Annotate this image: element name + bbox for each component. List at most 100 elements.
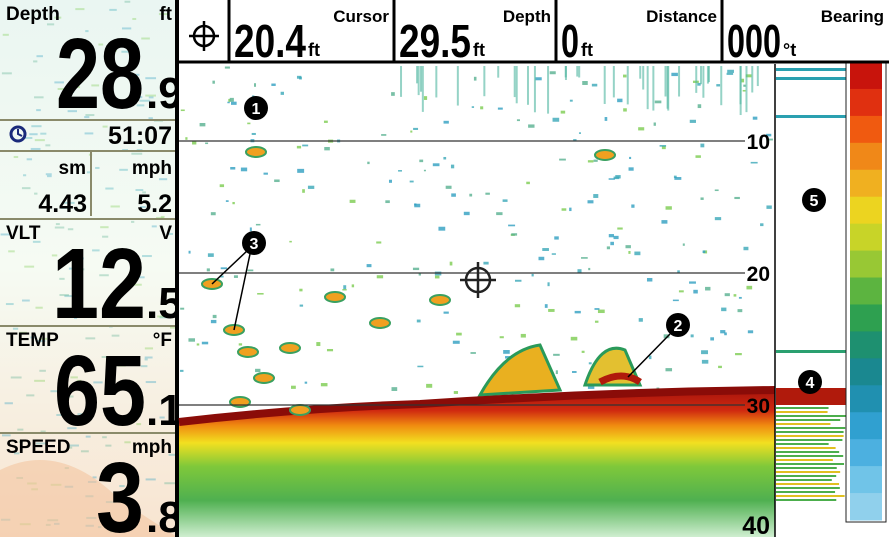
speck <box>579 132 581 134</box>
temp-value: 65 <box>54 335 146 447</box>
callout-number: 5 <box>810 193 819 210</box>
speck <box>647 278 652 282</box>
speck <box>534 66 536 112</box>
speck <box>547 282 549 286</box>
field-label: Distance <box>646 7 717 26</box>
a-scope-line <box>776 491 835 493</box>
depth-scale-label: 30 <box>747 395 770 418</box>
speck <box>271 84 275 86</box>
speck <box>503 199 508 202</box>
speck <box>598 310 605 313</box>
speck <box>385 200 389 203</box>
depth-value: 28 <box>56 18 144 130</box>
speck <box>422 66 424 112</box>
speck <box>652 66 654 111</box>
color-step <box>850 466 882 493</box>
field-value: 0 <box>561 15 579 67</box>
speck <box>576 66 578 77</box>
speck <box>654 122 656 125</box>
speck <box>256 224 261 226</box>
depth-unit: ft <box>159 4 172 25</box>
speck <box>200 123 206 126</box>
a-scope <box>775 64 847 537</box>
speck <box>85 132 94 134</box>
a-scope-line <box>776 423 830 425</box>
fish-arch <box>430 295 450 305</box>
speck <box>561 111 565 114</box>
field-unit: ft <box>581 40 593 60</box>
speck <box>508 225 515 227</box>
panel-border <box>175 0 179 537</box>
speck <box>35 139 45 141</box>
speck <box>715 189 719 191</box>
color-step <box>850 412 882 439</box>
speck <box>291 386 296 389</box>
speck <box>152 225 157 227</box>
speck <box>419 273 421 275</box>
speck <box>607 246 610 249</box>
speck <box>392 387 398 391</box>
speck <box>516 66 518 103</box>
color-step <box>850 358 882 385</box>
speck <box>327 349 333 351</box>
speck <box>367 162 369 164</box>
speck <box>125 1 131 3</box>
speck <box>720 330 725 333</box>
speck <box>743 247 748 250</box>
speck <box>221 267 227 269</box>
speck <box>227 102 229 104</box>
speck <box>727 73 734 75</box>
speck <box>757 66 759 86</box>
speck <box>226 200 229 202</box>
fish-arch <box>280 343 300 353</box>
speck <box>164 482 175 484</box>
callout-number: 1 <box>252 101 261 118</box>
speck <box>23 174 26 176</box>
speck <box>389 180 392 183</box>
speck <box>700 144 704 148</box>
a-scope-line <box>776 419 840 421</box>
speck <box>56 223 60 225</box>
field-value: 20.4 <box>234 15 306 67</box>
speck <box>674 177 681 180</box>
fish-arch <box>595 150 615 160</box>
speck <box>617 227 622 229</box>
speck <box>22 300 30 302</box>
speck <box>324 147 330 150</box>
speck <box>252 133 256 135</box>
speck <box>539 257 545 260</box>
speck <box>739 297 742 299</box>
color-step <box>850 331 882 358</box>
speck <box>45 144 50 146</box>
speck <box>526 182 530 184</box>
speck <box>324 121 328 123</box>
speck <box>552 253 556 255</box>
speck <box>424 170 426 172</box>
speck <box>109 9 116 11</box>
speck <box>691 334 694 337</box>
speck <box>627 66 629 104</box>
color-step <box>850 251 882 278</box>
speck <box>638 127 644 130</box>
speck <box>553 118 560 122</box>
speck <box>521 334 526 338</box>
speck <box>593 194 598 198</box>
speck <box>299 289 302 292</box>
speck <box>119 169 128 171</box>
speck <box>625 245 630 248</box>
speck <box>701 197 704 200</box>
speck <box>75 8 84 10</box>
speck <box>572 371 577 373</box>
color-bar <box>846 60 886 522</box>
a-scope-line <box>776 459 833 461</box>
speck <box>700 66 702 84</box>
speck <box>746 286 752 290</box>
callout-number: 4 <box>806 375 815 392</box>
speck <box>665 66 667 96</box>
speck <box>3 34 9 36</box>
speck <box>197 343 200 345</box>
speck <box>470 352 475 354</box>
speck <box>666 206 672 209</box>
speck <box>545 304 548 308</box>
speck <box>582 351 585 353</box>
